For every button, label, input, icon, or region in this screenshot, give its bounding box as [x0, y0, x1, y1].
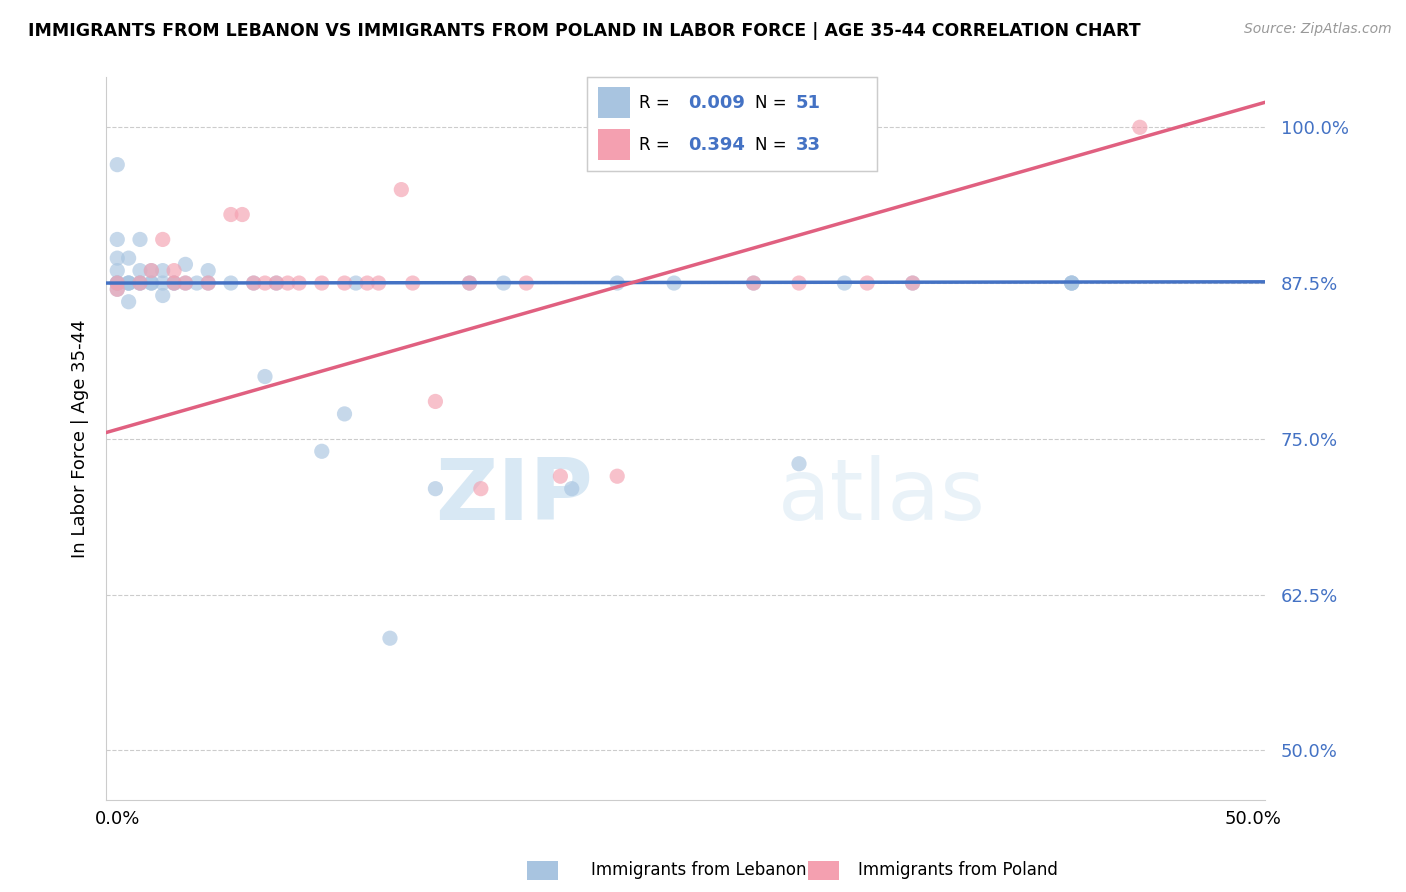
Point [197, 276, 219, 290]
Text: Immigrants from Lebanon: Immigrants from Lebanon [591, 861, 806, 879]
Point [378, 631, 401, 645]
Point [152, 232, 174, 246]
Point [787, 457, 810, 471]
Point [105, 276, 128, 290]
Point [470, 482, 492, 496]
Point [311, 276, 333, 290]
Point [197, 276, 219, 290]
Point [901, 276, 924, 290]
Point [105, 263, 128, 277]
Point [1060, 276, 1083, 290]
Point [288, 276, 311, 290]
Point [186, 276, 208, 290]
Point [163, 276, 186, 290]
Point [152, 263, 174, 277]
Point [129, 276, 152, 290]
Point [367, 276, 389, 290]
Point [231, 207, 253, 221]
Point [344, 276, 367, 290]
Point [492, 276, 515, 290]
Point [141, 276, 163, 290]
Point [266, 276, 288, 290]
Point [402, 276, 425, 290]
Point [1060, 276, 1083, 290]
Point [742, 276, 765, 290]
Text: Source: ZipAtlas.com: Source: ZipAtlas.com [1244, 22, 1392, 37]
Point [117, 276, 139, 290]
Point [163, 276, 186, 290]
Text: Immigrants from Poland: Immigrants from Poland [858, 861, 1057, 879]
Point [152, 276, 174, 290]
Point [141, 276, 163, 290]
Point [458, 276, 481, 290]
Point [834, 276, 856, 290]
Point [105, 158, 128, 172]
Point [425, 482, 447, 496]
Point [333, 407, 356, 421]
Point [105, 282, 128, 296]
Point [515, 276, 537, 290]
Point [219, 207, 242, 221]
Point [742, 276, 765, 290]
Point [277, 276, 299, 290]
Point [561, 482, 583, 496]
Text: ZIP: ZIP [434, 455, 593, 538]
Point [117, 294, 139, 309]
Point [242, 276, 264, 290]
Point [425, 394, 447, 409]
Point [117, 276, 139, 290]
Point [129, 276, 152, 290]
Point [163, 263, 186, 277]
Text: atlas: atlas [778, 455, 986, 538]
Point [389, 183, 412, 197]
Point [141, 263, 163, 277]
Point [105, 282, 128, 296]
Point [901, 276, 924, 290]
Point [606, 276, 628, 290]
Point [550, 469, 572, 483]
Point [1129, 120, 1152, 135]
Y-axis label: In Labor Force | Age 35-44: In Labor Force | Age 35-44 [72, 319, 89, 558]
Point [105, 276, 128, 290]
Point [458, 276, 481, 290]
Point [219, 276, 242, 290]
Point [141, 263, 163, 277]
Point [129, 232, 152, 246]
Point [105, 232, 128, 246]
Point [129, 263, 152, 277]
Point [105, 276, 128, 290]
Point [163, 276, 186, 290]
Point [311, 444, 333, 458]
Point [174, 276, 197, 290]
Point [253, 276, 276, 290]
Point [253, 369, 276, 384]
Point [856, 276, 879, 290]
Point [266, 276, 288, 290]
Point [662, 276, 685, 290]
Point [129, 276, 152, 290]
Point [606, 469, 628, 483]
Point [117, 251, 139, 265]
Text: IMMIGRANTS FROM LEBANON VS IMMIGRANTS FROM POLAND IN LABOR FORCE | AGE 35-44 COR: IMMIGRANTS FROM LEBANON VS IMMIGRANTS FR… [28, 22, 1140, 40]
Point [356, 276, 378, 290]
Point [105, 276, 128, 290]
Point [174, 257, 197, 271]
Point [174, 276, 197, 290]
Point [105, 251, 128, 265]
Point [333, 276, 356, 290]
Point [117, 276, 139, 290]
Point [1060, 276, 1083, 290]
Point [197, 263, 219, 277]
Point [787, 276, 810, 290]
Point [152, 288, 174, 302]
Point [242, 276, 264, 290]
